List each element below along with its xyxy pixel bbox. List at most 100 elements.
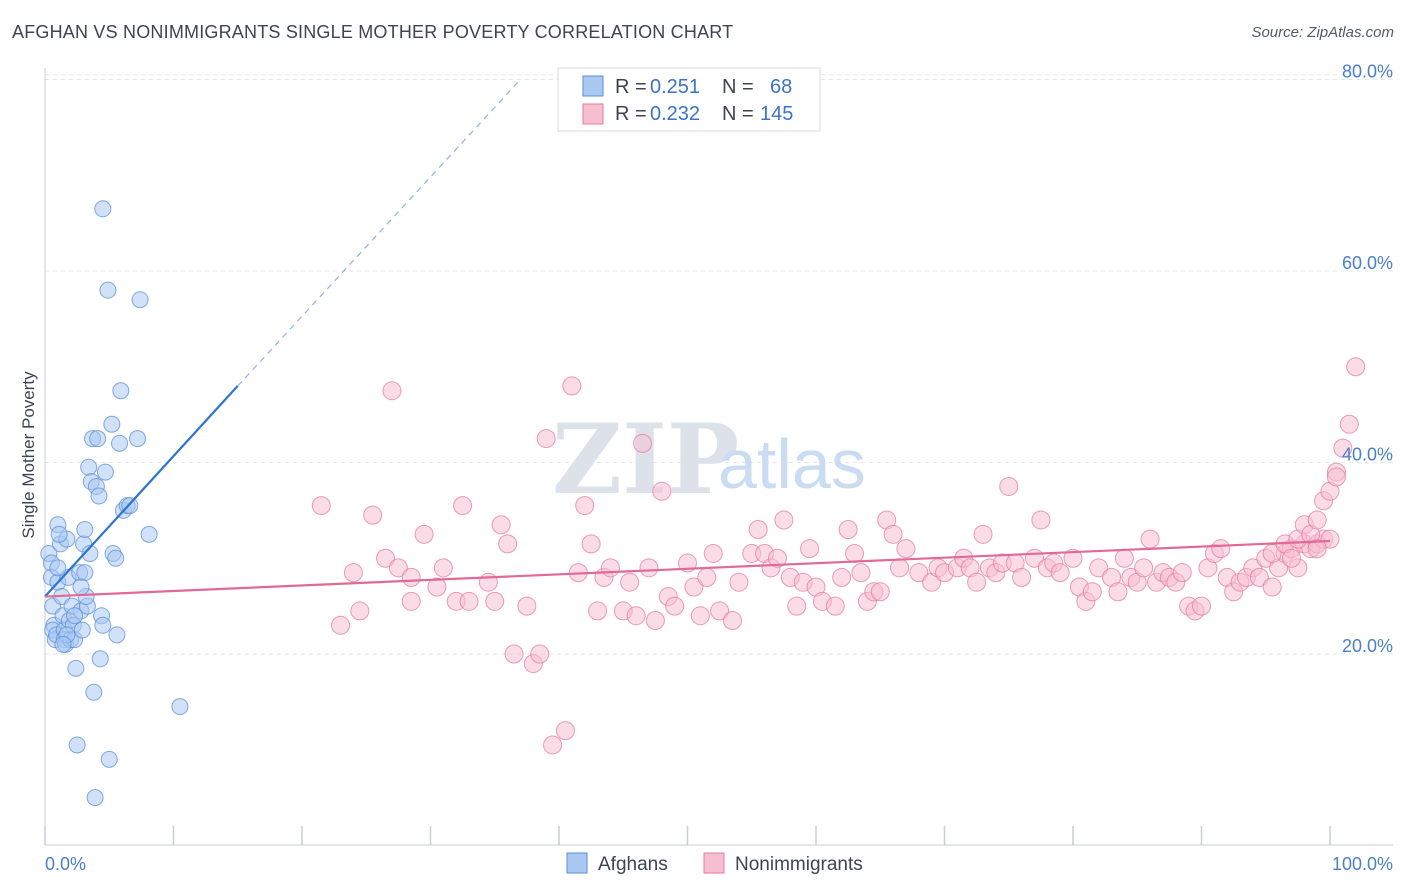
data-point: [581, 534, 601, 554]
data-point: [1063, 548, 1083, 568]
data-point: [76, 521, 94, 539]
y-tick-label: 80.0%: [1342, 62, 1393, 82]
legend: Afghans Nonimmigrants: [566, 852, 863, 875]
data-point: [1211, 539, 1231, 559]
data-point: [107, 549, 125, 567]
data-point: [1140, 529, 1160, 549]
data-point: [1307, 510, 1327, 530]
data-point: [491, 515, 511, 535]
trend-line: [44, 385, 239, 598]
data-point: [845, 543, 865, 563]
data-point: [800, 539, 820, 559]
data-point: [112, 382, 130, 400]
data-point: [81, 544, 99, 562]
data-point: [388, 558, 408, 578]
data-point: [49, 559, 67, 577]
source-label: Source: ZipAtlas.com: [1251, 24, 1394, 41]
legend-swatch-afghans: [566, 852, 588, 874]
data-point: [311, 496, 331, 516]
data-point: [129, 430, 147, 448]
x-tick-label: 0.0%: [45, 854, 86, 874]
stats-r-value: 0.232: [650, 103, 700, 125]
trend-line-extension: [237, 79, 521, 387]
data-point: [485, 591, 505, 611]
stats-box: R = 0.251 N = 68 R = 0.232 N = 145: [557, 67, 821, 132]
data-point: [54, 635, 72, 653]
trend-lines: [44, 79, 1331, 598]
data-point: [1346, 357, 1366, 377]
data-point: [652, 481, 672, 501]
data-point: [748, 520, 768, 540]
data-point: [80, 458, 98, 476]
data-point: [1249, 567, 1269, 587]
stats-r-value: 0.251: [650, 76, 700, 98]
stats-swatch-afghans: [582, 75, 604, 97]
data-point: [633, 433, 653, 453]
legend-label-nonimmigrants: Nonimmigrants: [735, 854, 863, 875]
data-point: [543, 735, 563, 755]
stats-r-label: R =: [615, 103, 647, 125]
data-point: [588, 601, 608, 621]
data-point: [1082, 582, 1102, 602]
data-point: [626, 606, 646, 626]
stats-n-value: 145: [760, 103, 793, 125]
data-point: [350, 601, 370, 621]
watermark-atlas: atlas: [718, 425, 866, 503]
data-point: [68, 736, 86, 754]
data-point: [94, 200, 112, 218]
data-point: [870, 582, 890, 602]
data-point: [1172, 563, 1192, 583]
stats-n-value: 68: [770, 76, 792, 98]
stats-swatch-nonimmigrants: [582, 103, 604, 125]
data-point: [703, 543, 723, 563]
x-tick-labels: 0.0% 100.0%: [45, 854, 1393, 874]
data-point: [555, 721, 575, 741]
data-point: [131, 291, 149, 309]
data-point: [1281, 548, 1301, 568]
data-point: [645, 610, 665, 630]
data-point: [665, 596, 685, 616]
data-point: [684, 577, 704, 597]
data-point: [111, 434, 129, 452]
data-point: [73, 621, 91, 639]
data-point: [530, 644, 550, 664]
data-point: [1108, 582, 1128, 602]
data-point: [729, 572, 749, 592]
data-point: [401, 591, 421, 611]
data-point: [498, 534, 518, 554]
data-point: [1262, 577, 1282, 597]
y-axis-label: Single Mother Poverty: [19, 371, 38, 539]
data-point: [536, 429, 556, 449]
data-point: [1134, 558, 1154, 578]
data-point: [453, 496, 473, 516]
data-point: [710, 601, 730, 621]
data-point: [89, 430, 107, 448]
x-tick-label: 100.0%: [1332, 854, 1393, 874]
data-point: [94, 616, 112, 634]
data-point: [1050, 563, 1070, 583]
data-point: [1339, 414, 1359, 434]
data-point: [999, 476, 1019, 496]
data-point: [722, 610, 742, 630]
data-point: [838, 520, 858, 540]
data-point: [767, 548, 787, 568]
data-point: [517, 596, 537, 616]
data-point: [72, 578, 90, 596]
data-point: [690, 606, 710, 626]
data-point: [639, 558, 659, 578]
y-tick-labels: 20.0% 40.0% 60.0% 80.0%: [1342, 62, 1393, 657]
data-point: [90, 487, 108, 505]
data-point: [697, 567, 717, 587]
data-point: [100, 750, 118, 768]
data-point: [478, 572, 498, 592]
data-points: [40, 200, 1366, 807]
axes: [44, 68, 1393, 846]
data-point: [883, 524, 903, 544]
data-point: [1320, 529, 1340, 549]
data-point: [1192, 596, 1211, 616]
data-point: [85, 683, 103, 701]
y-tick-label: 20.0%: [1342, 636, 1393, 656]
y-tick-label: 40.0%: [1342, 445, 1393, 465]
data-point: [620, 572, 640, 592]
data-point: [140, 525, 158, 543]
